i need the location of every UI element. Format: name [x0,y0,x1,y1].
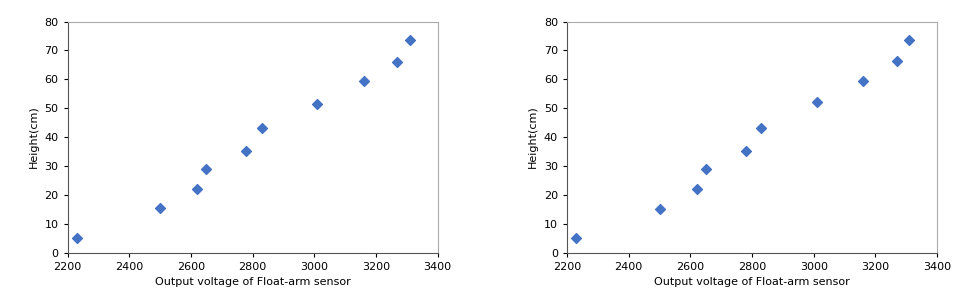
Point [652,207,668,212]
Point [389,59,405,64]
Y-axis label: Height(cm): Height(cm) [528,106,538,168]
Point [698,166,714,171]
X-axis label: Output voltage of Float-arm sensor: Output voltage of Float-arm sensor [155,277,351,287]
Point [239,149,254,154]
Point [70,236,85,241]
Point [901,38,917,43]
Y-axis label: Height(cm): Height(cm) [29,106,39,168]
Point [310,101,326,106]
Point [402,38,417,43]
Point [355,78,371,83]
Point [254,126,270,131]
Point [810,100,825,105]
Point [199,166,214,171]
Point [753,126,769,131]
Point [855,78,870,83]
Point [890,58,905,63]
Point [189,187,205,192]
X-axis label: Output voltage of Float-arm sensor: Output voltage of Float-arm sensor [654,277,850,287]
Point [689,187,704,192]
Point [738,149,753,154]
Point [153,205,168,210]
Point [569,236,584,241]
